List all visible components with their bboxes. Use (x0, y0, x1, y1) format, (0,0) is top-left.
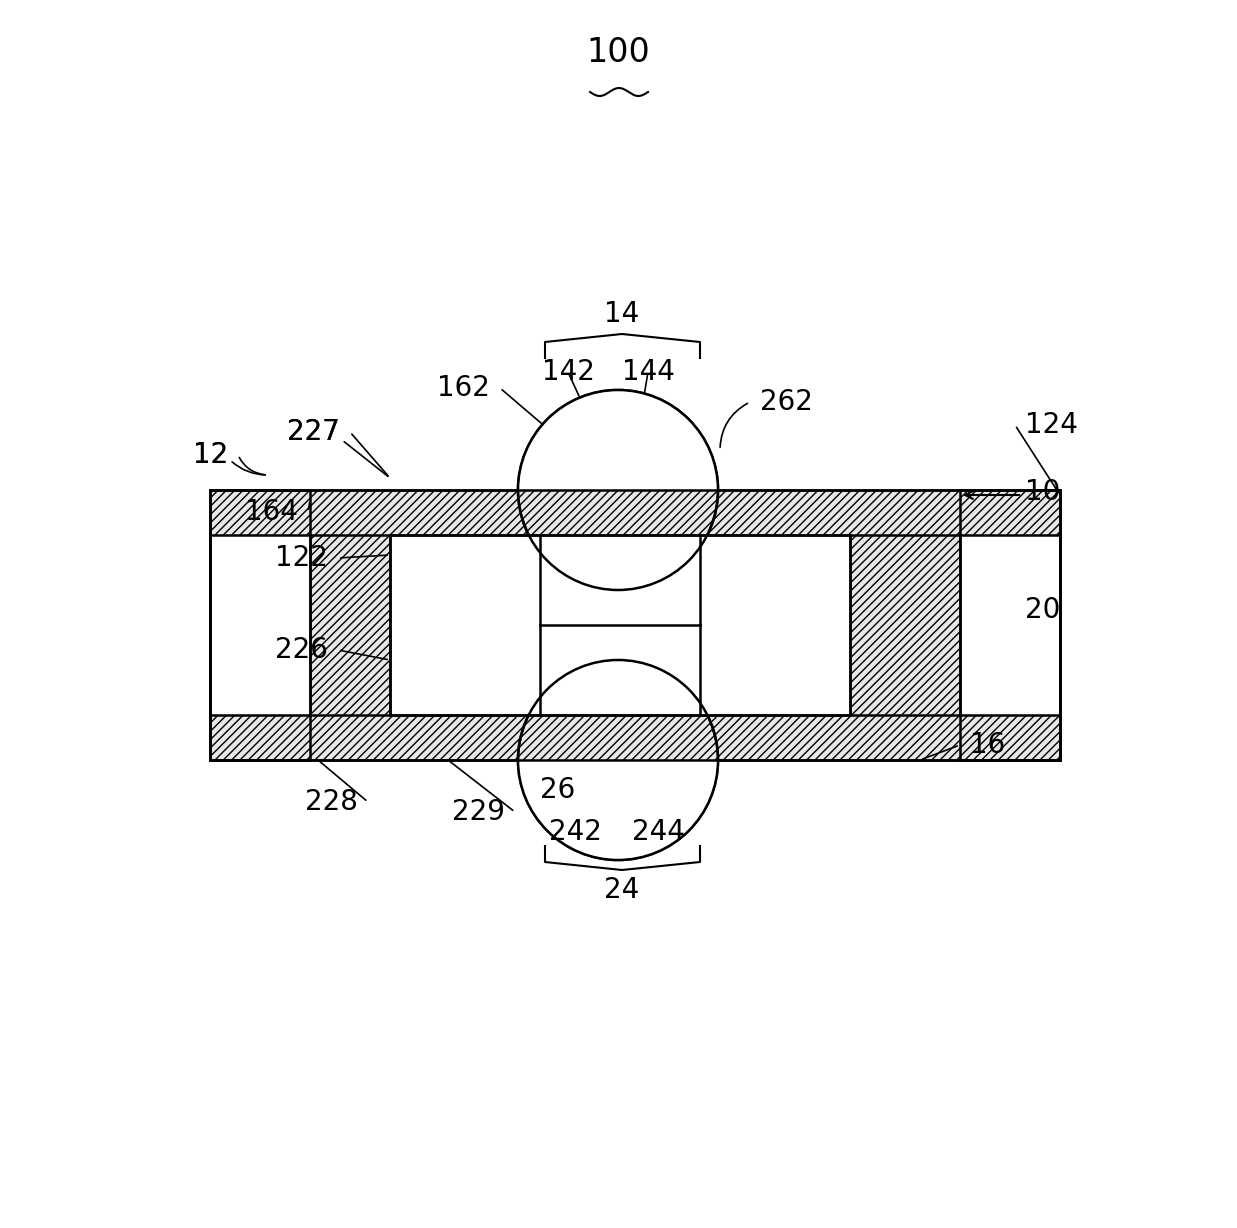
Text: 227: 227 (287, 418, 340, 446)
Wedge shape (518, 760, 717, 860)
Text: 226: 226 (275, 636, 328, 664)
Text: 12: 12 (193, 441, 228, 469)
Text: 162: 162 (437, 375, 490, 402)
Bar (210, 490, 310, 760)
Text: 24: 24 (605, 876, 640, 904)
Text: 262: 262 (760, 388, 813, 416)
Wedge shape (518, 391, 717, 490)
Text: 122: 122 (275, 544, 328, 572)
Bar (210, 490, 1060, 760)
Text: 12: 12 (193, 441, 228, 469)
Text: 142: 142 (542, 359, 595, 386)
Text: 26: 26 (539, 776, 575, 804)
Text: 10: 10 (1025, 478, 1060, 506)
Bar (960, 535, 1060, 715)
Bar (210, 535, 310, 715)
Text: 16: 16 (970, 731, 1006, 759)
Text: 229: 229 (452, 798, 505, 826)
Bar (390, 535, 850, 715)
Text: 20: 20 (1025, 596, 1060, 624)
Bar (210, 490, 1060, 760)
Text: 242: 242 (548, 818, 601, 846)
Text: 144: 144 (621, 359, 674, 386)
Circle shape (518, 659, 717, 860)
Text: 164: 164 (245, 499, 298, 526)
Text: 228: 228 (306, 788, 357, 815)
Text: 14: 14 (605, 300, 640, 328)
Bar (390, 535, 850, 715)
Text: 100: 100 (586, 36, 649, 69)
Text: 124: 124 (1025, 411, 1077, 438)
Text: 227: 227 (287, 418, 340, 446)
Bar (960, 490, 1060, 760)
Circle shape (518, 391, 717, 589)
Text: 244: 244 (632, 818, 684, 846)
